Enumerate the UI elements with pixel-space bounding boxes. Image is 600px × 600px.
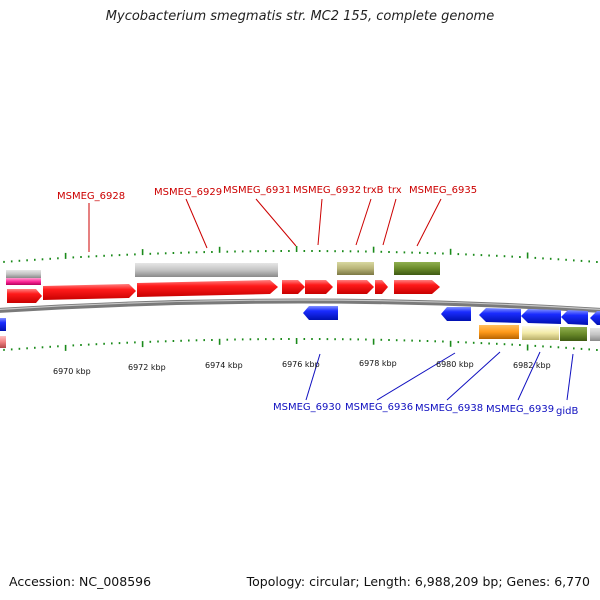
genome-title: Mycobacterium smegmatis str. MC2 155, co…	[105, 9, 495, 24]
gene-msmeg-6932[interactable]	[305, 280, 333, 294]
gene-msmeg-6930[interactable]	[303, 306, 338, 320]
label-msmeg-6935[interactable]: MSMEG_6935	[409, 185, 477, 196]
axis-label-6976: 6976 kbp	[282, 360, 320, 369]
salmon-feature[interactable]	[0, 336, 6, 348]
leader-msmeg-6938	[446, 351, 501, 401]
label-trx[interactable]: trx	[388, 185, 402, 196]
gene-msmeg-6939[interactable]	[561, 310, 588, 325]
leader-trxb	[355, 198, 372, 246]
axis-label-6978: 6978 kbp	[359, 359, 397, 368]
leader-msmeg-6930	[305, 353, 321, 401]
leader-msmeg-6931	[255, 198, 297, 247]
gray-feature-1[interactable]	[6, 270, 41, 278]
genome-backbone	[0, 298, 600, 313]
label-leaders	[88, 198, 574, 401]
leader-msmeg-6939	[517, 351, 541, 401]
label-trxb[interactable]: trxB	[363, 185, 384, 196]
label-msmeg-6932[interactable]: MSMEG_6932	[293, 185, 361, 196]
tick-row-top	[3, 246, 598, 263]
gene-gidb[interactable]	[590, 311, 600, 325]
gray-feature-2[interactable]	[135, 263, 278, 277]
reverse-gene-labels: MSMEG_6930 MSMEG_6936 MSMEG_6938 MSMEG_6…	[273, 402, 578, 417]
leader-msmeg-6929	[185, 198, 208, 249]
label-msmeg-6930[interactable]: MSMEG_6930	[273, 402, 341, 413]
leader-gidb	[566, 353, 574, 401]
gene-msmeg-6928[interactable]	[43, 284, 136, 300]
gene-msmeg-6938[interactable]	[521, 309, 561, 324]
forward-secondary-features	[6, 262, 440, 285]
forward-strand-genes	[7, 280, 440, 303]
label-msmeg-6931[interactable]: MSMEG_6931	[223, 185, 291, 196]
genome-backbone-highlight	[0, 299, 600, 310]
label-msmeg-6936[interactable]: MSMEG_6936	[345, 402, 413, 413]
label-msmeg-6938[interactable]: MSMEG_6938	[415, 403, 483, 414]
gene-msmeg-6935[interactable]	[394, 280, 440, 294]
gene-msmeg-6929[interactable]	[137, 280, 278, 297]
label-msmeg-6929[interactable]: MSMEG_6929	[154, 187, 222, 198]
reverse-strand-genes	[0, 306, 600, 331]
leader-msmeg-6935	[416, 198, 442, 247]
cream-feature[interactable]	[522, 326, 559, 340]
gene-left-blue-partial[interactable]	[0, 318, 6, 331]
gene-msmeg-6931[interactable]	[282, 280, 305, 294]
khaki-feature[interactable]	[337, 262, 374, 275]
label-msmeg-6939[interactable]: MSMEG_6939	[486, 404, 554, 415]
tick-row-bottom	[3, 338, 598, 351]
olive-feature[interactable]	[394, 262, 440, 275]
forward-gene-labels: MSMEG_6928 MSMEG_6929 MSMEG_6931 MSMEG_6…	[57, 185, 477, 202]
genome-summary-text: Topology: circular; Length: 6,988,209 bp…	[246, 574, 590, 589]
axis-label-6974: 6974 kbp	[205, 361, 243, 370]
leader-msmeg-6936	[376, 352, 456, 401]
label-gidb[interactable]: gidB	[556, 406, 578, 417]
axis-label-6970: 6970 kbp	[53, 367, 91, 376]
reverse-secondary-features	[0, 325, 600, 348]
gene-trxb[interactable]	[337, 280, 374, 294]
leader-trx	[382, 198, 397, 246]
leader-msmeg-6932	[317, 198, 323, 246]
axis-label-6972: 6972 kbp	[128, 363, 166, 372]
olive-feature-bottom[interactable]	[560, 327, 587, 341]
gene-msmeg-6936[interactable]	[441, 307, 471, 321]
label-msmeg-6928[interactable]: MSMEG_6928	[57, 191, 125, 202]
gene-msmeg-6937[interactable]	[479, 308, 521, 323]
gene-trx[interactable]	[375, 280, 388, 294]
axis-label-6980: 6980 kbp	[436, 360, 474, 369]
gene-msmeg-6927[interactable]	[7, 289, 42, 303]
gray-feature-bottom[interactable]	[590, 328, 600, 341]
axis-label-6982: 6982 kbp	[513, 361, 551, 370]
accession-text: Accession: NC_008596	[9, 574, 152, 589]
kbp-axis-labels: 6970 kbp 6972 kbp 6974 kbp 6976 kbp 6978…	[53, 359, 551, 376]
orange-feature[interactable]	[479, 325, 519, 339]
pink-feature[interactable]	[6, 278, 41, 285]
